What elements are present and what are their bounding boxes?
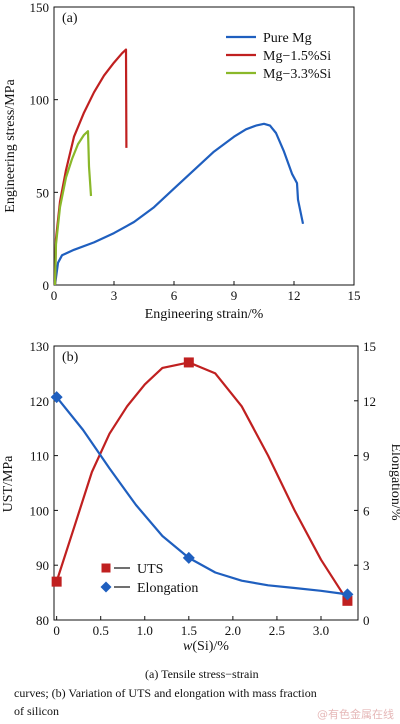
panel-b-x-axis-label: w(Si)/% — [183, 639, 229, 654]
panel-b-elongation-point — [50, 391, 63, 404]
panel-b-elongation-point — [341, 588, 354, 601]
panel-a-x-tick-label: 6 — [171, 288, 178, 303]
watermark: @有色金属在线 — [317, 708, 394, 721]
panel-a-frame — [53, 6, 355, 286]
panel-b-series — [50, 357, 354, 606]
panel-a-label: (a) — [62, 11, 78, 26]
panel-a-y-tick-label: 100 — [30, 93, 50, 108]
caption-line-1: (a) Tensile stress−strain — [145, 667, 259, 681]
panel-a-legend-label-0: Pure Mg — [263, 31, 312, 46]
panel-b-series-line-0 — [55, 361, 349, 602]
panel-b-x-axis-label-var: w — [183, 639, 193, 654]
panel-b-x-tick-label: 3.0 — [313, 623, 329, 638]
panel-b-uts-point — [342, 595, 353, 606]
panel-b-x-tick-label: 0 — [53, 623, 60, 638]
panel-b-elongation-point — [182, 551, 195, 564]
panel-a-y-tick-label: 150 — [30, 0, 50, 15]
panel-b-x-axis-label-rest: (Si)/% — [192, 639, 229, 654]
panel-a-series-line-0 — [53, 122, 305, 286]
panel-a-x-axis-label: Engineering strain/% — [145, 307, 264, 322]
panel-a-x-tick-label: 15 — [348, 288, 361, 303]
panel-a-legend-label-2: Mg−3.3%Si — [263, 67, 331, 82]
panel-b-left-tick-label: 80 — [36, 613, 49, 628]
panel-b-left-tick-label: 100 — [30, 503, 50, 518]
panel-a-y-tick-label: 50 — [36, 185, 49, 200]
panel-a-x-tick-label: 12 — [288, 288, 301, 303]
panel-b-right-tick-label: 15 — [363, 339, 376, 354]
panel-b-left-axis-label: UST/MPa — [1, 455, 16, 513]
panel-a-x-tick-label: 3 — [111, 288, 118, 303]
panel-b-left-tick-label: 90 — [36, 558, 49, 573]
panel-b-legend-marker-0 — [101, 563, 111, 573]
caption-line-2: curves; (b) Variation of UTS and elongat… — [14, 686, 317, 700]
panel-b-x-tick-label: 1.5 — [181, 623, 197, 638]
panel-b-frame — [53, 345, 359, 621]
panel-b-uts-point — [51, 576, 62, 587]
panel-b-ticks: 0 0.5 1.0 1.5 2.0 2.5 3.0 80 90 100 110 120 130 0 3 6 9 1… — [30, 339, 377, 638]
panel-b-legend-marker-1 — [100, 581, 112, 593]
panel-a-legend-label-1: Mg−1.5%Si — [263, 49, 331, 64]
panel-b-left-tick-label: 120 — [30, 394, 50, 409]
panel-b-right-tick-label: 6 — [363, 503, 370, 518]
panel-b-x-tick-label: 1.0 — [137, 623, 153, 638]
panel-a-y-tick-label: 0 — [43, 278, 50, 293]
caption-line-3: of silicon — [14, 704, 59, 718]
panel-b-right-tick-label: 12 — [363, 394, 376, 409]
panel-b-right-tick-label: 3 — [363, 558, 370, 573]
panel-b-x-tick-label: 2.5 — [269, 623, 285, 638]
panel-a-x-tick-label: 0 — [51, 288, 58, 303]
panel-a-series-line-1 — [53, 48, 128, 286]
panel-a-series-line-2 — [53, 130, 93, 286]
panel-b-legend-label-1: Elongation — [137, 581, 198, 596]
panel-b-left-tick-label: 110 — [30, 449, 49, 464]
panel-b-right-tick-label: 9 — [363, 449, 370, 464]
panel-b-x-tick-label: 2.0 — [225, 623, 241, 638]
panel-b-series-line-1 — [55, 396, 348, 596]
panel-b-left-tick-label: 130 — [30, 339, 50, 354]
panel-b-uts-point — [183, 357, 194, 368]
panel-a-y-axis-label: Engineering stress/MPa — [3, 79, 18, 213]
panel-b-legend: UTS Elongation — [100, 562, 198, 596]
panel-b-legend-label-0: UTS — [137, 562, 163, 577]
panel-b-right-tick-label: 0 — [363, 613, 370, 628]
panel-a-legend: Pure Mg Mg−1.5%Si Mg−3.3%Si — [226, 31, 331, 82]
panel-b-label: (b) — [62, 350, 79, 365]
panel-b: (b) 0 0.5 1.0 1.5 2.0 2.5 3.080901001101201300… — [1, 339, 400, 654]
panel-b-x-tick-label: 0.5 — [93, 623, 109, 638]
panel-b-right-axis-label: Elongation/% — [388, 444, 400, 521]
panel-a-series — [53, 48, 305, 286]
panel-a-x-tick-label: 9 — [231, 288, 238, 303]
